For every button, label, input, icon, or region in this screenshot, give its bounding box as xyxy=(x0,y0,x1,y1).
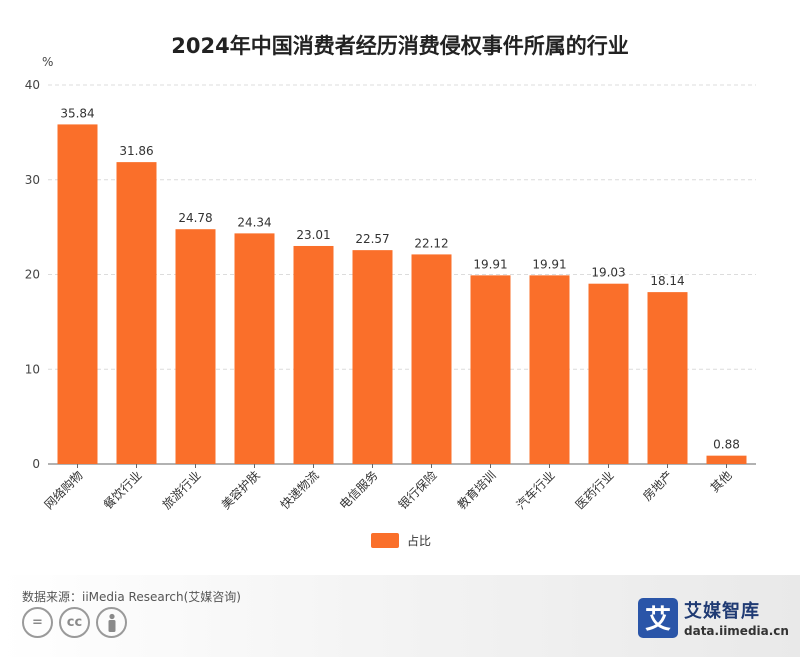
bar-chart: % 0 10 20 30 40 35.84 网络购物 31.86 餐饮行业 24.78 旅游行业 24.… xyxy=(25,55,756,548)
chart-title: 2024年中国消费者经历消费侵权事件所属的行业 xyxy=(171,34,629,58)
cc-license-icon: cc xyxy=(59,607,90,638)
bar xyxy=(293,245,334,464)
bar xyxy=(706,455,747,464)
x-tick-label: 医药行业 xyxy=(573,468,617,512)
x-tick-label: 银行保险 xyxy=(395,468,440,513)
bar xyxy=(529,275,570,464)
bar xyxy=(647,292,688,464)
data-label: 35.84 xyxy=(60,106,94,120)
data-label: 24.78 xyxy=(178,211,212,225)
cc-equal-icon: = xyxy=(22,607,53,638)
legend-label: 占比 xyxy=(407,533,431,548)
y-tick-label: 0 xyxy=(32,457,40,471)
brand-name: 艾媒智库 xyxy=(684,601,760,622)
data-label: 18.14 xyxy=(650,274,684,288)
data-label: 22.12 xyxy=(414,236,448,250)
x-tick-label: 房地产 xyxy=(640,468,676,504)
bar xyxy=(234,233,275,464)
data-label: 19.03 xyxy=(591,266,625,280)
x-tick-label: 网络购物 xyxy=(41,468,86,513)
data-label: 0.88 xyxy=(713,438,740,452)
x-tick-label: 电信服务 xyxy=(336,468,381,513)
bar xyxy=(116,162,157,464)
bar xyxy=(411,254,452,464)
x-tick-label: 汽车行业 xyxy=(513,468,558,513)
x-tick-label: 美容护肤 xyxy=(218,468,263,513)
data-label: 23.01 xyxy=(296,228,330,242)
data-label: 19.91 xyxy=(473,257,507,271)
data-source: 数据来源：iiMedia Research(艾媒咨询) xyxy=(22,590,241,604)
cc-attribution-icon xyxy=(96,607,127,638)
brand-logo-icon: 艾 xyxy=(638,597,678,638)
brand-url: data.iimedia.cn xyxy=(684,624,789,638)
bar xyxy=(175,229,216,464)
license-icons: = cc xyxy=(22,607,127,638)
y-tick-label: 20 xyxy=(25,268,40,282)
x-tick-label: 旅游行业 xyxy=(160,468,204,512)
bar xyxy=(57,124,98,464)
x-tick-label: 其他 xyxy=(708,468,735,495)
y-tick-label: 10 xyxy=(25,362,40,376)
x-tick-label: 教育培训 xyxy=(454,468,499,513)
bar xyxy=(588,283,629,464)
x-tick-label: 快递物流 xyxy=(278,468,322,512)
brand: 艾 艾媒智库 data.iimedia.cn xyxy=(638,597,789,638)
y-tick-label: 30 xyxy=(25,173,40,187)
x-tick-label: 餐饮行业 xyxy=(100,468,145,513)
y-tick-label: 40 xyxy=(25,78,40,92)
data-label: 31.86 xyxy=(119,144,153,158)
bar xyxy=(470,275,511,464)
y-axis-unit: % xyxy=(42,55,53,69)
legend-swatch xyxy=(371,533,399,548)
data-label: 22.57 xyxy=(355,232,389,246)
data-label: 24.34 xyxy=(237,215,271,229)
data-label: 19.91 xyxy=(532,257,566,271)
bar xyxy=(352,250,393,464)
